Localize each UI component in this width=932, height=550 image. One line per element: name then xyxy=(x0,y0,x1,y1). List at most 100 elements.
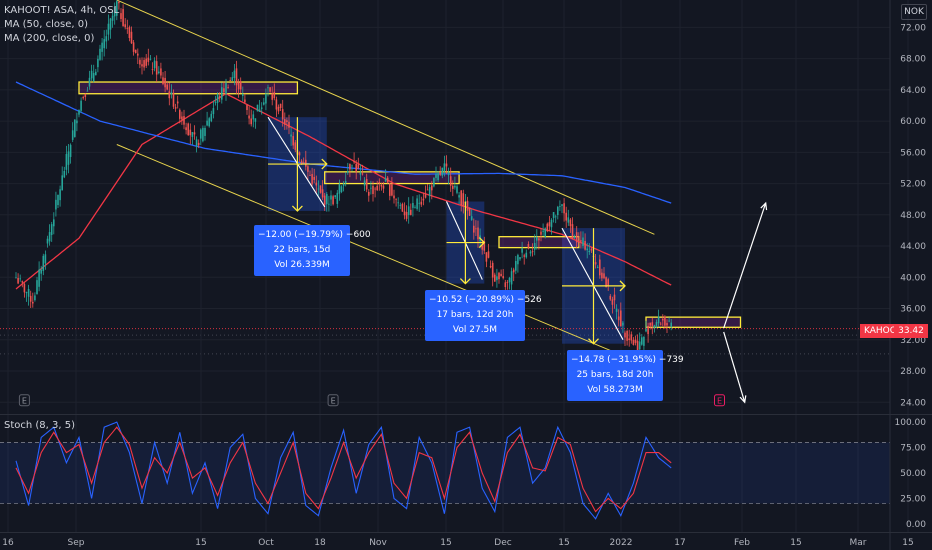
candle-body[interactable] xyxy=(584,240,586,250)
candle-body[interactable] xyxy=(347,171,349,173)
candle-body[interactable] xyxy=(582,237,584,247)
candle-body[interactable] xyxy=(242,94,244,96)
candle-body[interactable] xyxy=(229,80,231,81)
candle-body[interactable] xyxy=(206,120,208,126)
candle-body[interactable] xyxy=(328,203,330,205)
candle-body[interactable] xyxy=(317,188,320,190)
candle-body[interactable] xyxy=(477,227,479,240)
candle-body[interactable] xyxy=(424,194,427,198)
candle-body[interactable] xyxy=(468,207,471,216)
candle-body[interactable] xyxy=(561,204,563,206)
candle-body[interactable] xyxy=(105,36,108,42)
candle-body[interactable] xyxy=(101,42,103,52)
candle-body[interactable] xyxy=(470,216,473,220)
candle-body[interactable] xyxy=(643,336,645,346)
candle-body[interactable] xyxy=(357,164,360,169)
candle-body[interactable] xyxy=(659,323,662,325)
candle-body[interactable] xyxy=(143,60,145,68)
candle-body[interactable] xyxy=(426,189,429,191)
candle-body[interactable] xyxy=(214,102,217,103)
candle-body[interactable] xyxy=(510,271,513,285)
candle-body[interactable] xyxy=(248,115,250,119)
candle-body[interactable] xyxy=(372,185,374,195)
candle-body[interactable] xyxy=(319,185,322,193)
candle-body[interactable] xyxy=(63,170,66,178)
candle-body[interactable] xyxy=(202,127,204,142)
candle-body[interactable] xyxy=(412,202,414,208)
candle-body[interactable] xyxy=(536,236,538,241)
candle-body[interactable] xyxy=(233,70,236,79)
projection-arrow[interactable] xyxy=(723,331,746,403)
candle-body[interactable] xyxy=(166,84,168,90)
candle-body[interactable] xyxy=(533,242,536,250)
candle-body[interactable] xyxy=(565,212,567,221)
candle-body[interactable] xyxy=(195,139,198,147)
candle-body[interactable] xyxy=(575,232,578,243)
candle-body[interactable] xyxy=(473,225,475,233)
candle-body[interactable] xyxy=(601,272,603,279)
candle-body[interactable] xyxy=(170,92,173,95)
candle-body[interactable] xyxy=(141,64,143,67)
candle-body[interactable] xyxy=(145,58,147,66)
candle-body[interactable] xyxy=(393,195,395,199)
candle-body[interactable] xyxy=(517,254,519,265)
candle-body[interactable] xyxy=(76,120,78,124)
candle-body[interactable] xyxy=(80,100,82,111)
candle-body[interactable] xyxy=(292,136,294,146)
candle-body[interactable] xyxy=(237,82,240,90)
candle-body[interactable] xyxy=(428,187,431,196)
candle-body[interactable] xyxy=(437,173,439,181)
candle-body[interactable] xyxy=(422,198,425,201)
candle-body[interactable] xyxy=(596,266,599,268)
candle-body[interactable] xyxy=(288,121,290,128)
candle-body[interactable] xyxy=(200,129,202,139)
candle-body[interactable] xyxy=(53,219,55,227)
candle-body[interactable] xyxy=(620,310,622,327)
candle-body[interactable] xyxy=(86,90,89,92)
candle-body[interactable] xyxy=(622,322,624,326)
candle-body[interactable] xyxy=(286,120,288,123)
candle-body[interactable] xyxy=(647,325,649,335)
candle-body[interactable] xyxy=(34,295,36,301)
candle-body[interactable] xyxy=(302,162,305,164)
earnings-marker[interactable] xyxy=(18,394,30,407)
candle-body[interactable] xyxy=(254,118,257,122)
candle-body[interactable] xyxy=(447,172,450,176)
candle-body[interactable] xyxy=(78,109,80,115)
candle-body[interactable] xyxy=(504,282,507,288)
candle-body[interactable] xyxy=(290,134,292,137)
candle-body[interactable] xyxy=(441,167,444,176)
candle-body[interactable] xyxy=(309,174,311,176)
candle-body[interactable] xyxy=(40,269,42,274)
candle-body[interactable] xyxy=(603,273,605,279)
ma50-line[interactable] xyxy=(15,92,672,290)
candle-body[interactable] xyxy=(271,93,273,100)
candle-body[interactable] xyxy=(573,236,576,238)
candle-body[interactable] xyxy=(500,273,502,277)
candle-body[interactable] xyxy=(250,118,252,125)
candle-body[interactable] xyxy=(204,127,206,136)
candle-body[interactable] xyxy=(666,323,668,326)
candle-body[interactable] xyxy=(416,198,418,209)
candle-body[interactable] xyxy=(466,200,469,211)
candle-body[interactable] xyxy=(521,248,523,253)
candle-body[interactable] xyxy=(546,223,549,232)
candle-body[interactable] xyxy=(107,23,110,35)
candle-body[interactable] xyxy=(649,322,651,326)
candle-body[interactable] xyxy=(506,282,509,283)
candle-body[interactable] xyxy=(267,87,269,89)
candle-body[interactable] xyxy=(44,254,47,264)
candle-body[interactable] xyxy=(498,272,500,280)
candle-body[interactable] xyxy=(445,163,448,167)
candle-body[interactable] xyxy=(548,222,551,227)
candle-body[interactable] xyxy=(340,186,343,193)
candle-body[interactable] xyxy=(84,94,87,98)
candle-body[interactable] xyxy=(670,322,672,327)
candle-body[interactable] xyxy=(342,183,345,186)
candle-body[interactable] xyxy=(636,340,639,354)
candle-body[interactable] xyxy=(277,106,280,112)
candle-body[interactable] xyxy=(626,330,628,341)
candle-body[interactable] xyxy=(391,184,393,196)
candle-body[interactable] xyxy=(212,108,215,115)
candle-body[interactable] xyxy=(542,230,544,232)
